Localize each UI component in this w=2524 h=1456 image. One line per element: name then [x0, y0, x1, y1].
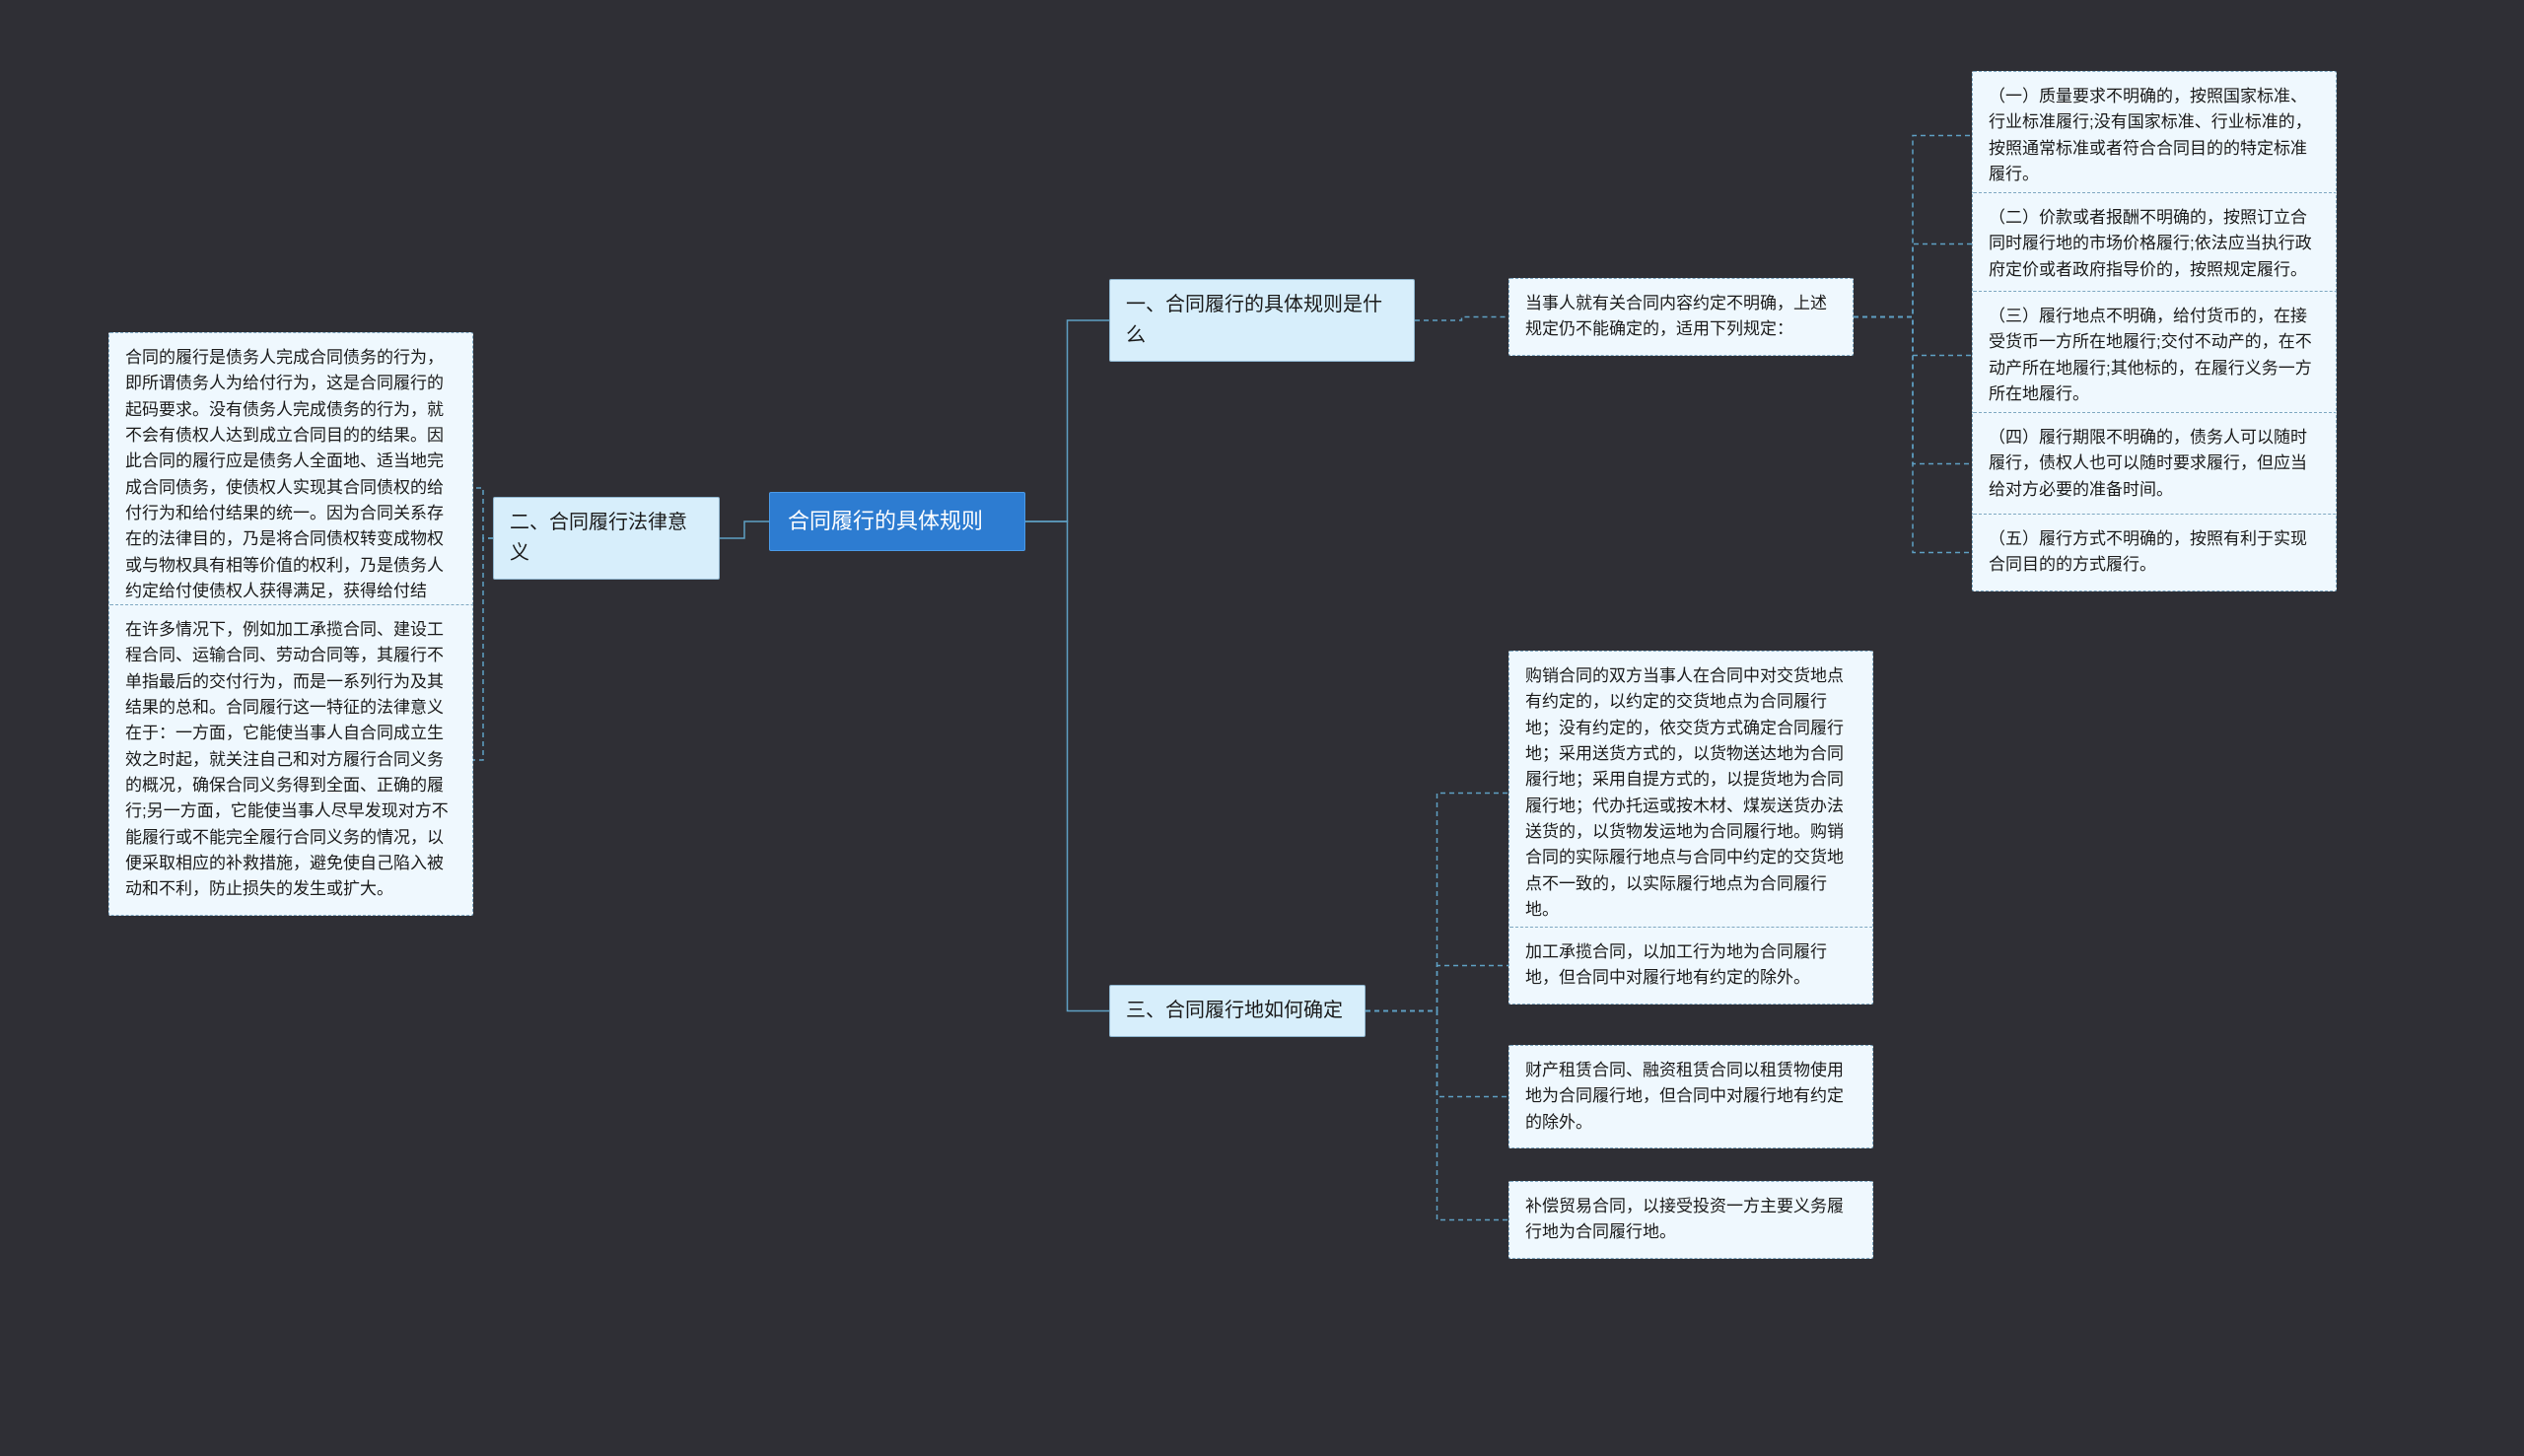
branch-1[interactable]: 一、合同履行的具体规则是什么 — [1109, 279, 1415, 362]
branch-1-child-1-item-5[interactable]: （五）履行方式不明确的，按照有利于实现合同目的的方式履行。 — [1972, 514, 2337, 591]
branch-1-child-1-item-2[interactable]: （二）价款或者报酬不明确的，按照订立合同时履行地的市场价格履行;依法应当执行政府… — [1972, 192, 2337, 296]
branch-3-child-1[interactable]: 购销合同的双方当事人在合同中对交货地点有约定的，以约定的交货地点为合同履行地；没… — [1508, 651, 1873, 936]
branch-3-child-4[interactable]: 补偿贸易合同，以接受投资一方主要义务履行地为合同履行地。 — [1508, 1181, 1873, 1259]
branch-1-child-1[interactable]: 当事人就有关合同内容约定不明确，上述规定仍不能确定的，适用下列规定： — [1508, 278, 1854, 356]
mindmap-canvas: 合同履行的具体规则 一、合同履行的具体规则是什么 当事人就有关合同内容约定不明确… — [0, 0, 2524, 1456]
branch-2[interactable]: 二、合同履行法律意义 — [493, 497, 720, 580]
branch-3[interactable]: 三、合同履行地如何确定 — [1109, 985, 1366, 1037]
branch-1-child-1-item-4[interactable]: （四）履行期限不明确的，债务人可以随时履行，债权人也可以随时要求履行，但应当给对… — [1972, 412, 2337, 516]
branch-1-child-1-item-3[interactable]: （三）履行地点不明确，给付货币的，在接受货币一方所在地履行;交付不动产的，在不动… — [1972, 291, 2337, 420]
branch-2-child-1[interactable]: 合同的履行是债务人完成合同债务的行为，即所谓债务人为给付行为，这是合同履行的起码… — [108, 332, 473, 644]
branch-1-child-1-item-1[interactable]: （一）质量要求不明确的，按照国家标准、行业标准履行;没有国家标准、行业标准的，按… — [1972, 71, 2337, 200]
branch-2-child-2[interactable]: 在许多情况下，例如加工承揽合同、建设工程合同、运输合同、劳动合同等，其履行不单指… — [108, 604, 473, 916]
branch-3-child-2[interactable]: 加工承揽合同，以加工行为地为合同履行地，但合同中对履行地有约定的除外。 — [1508, 927, 1873, 1005]
root-node[interactable]: 合同履行的具体规则 — [769, 492, 1025, 551]
branch-3-child-3[interactable]: 财产租赁合同、融资租赁合同以租赁物使用地为合同履行地，但合同中对履行地有约定的除… — [1508, 1045, 1873, 1148]
